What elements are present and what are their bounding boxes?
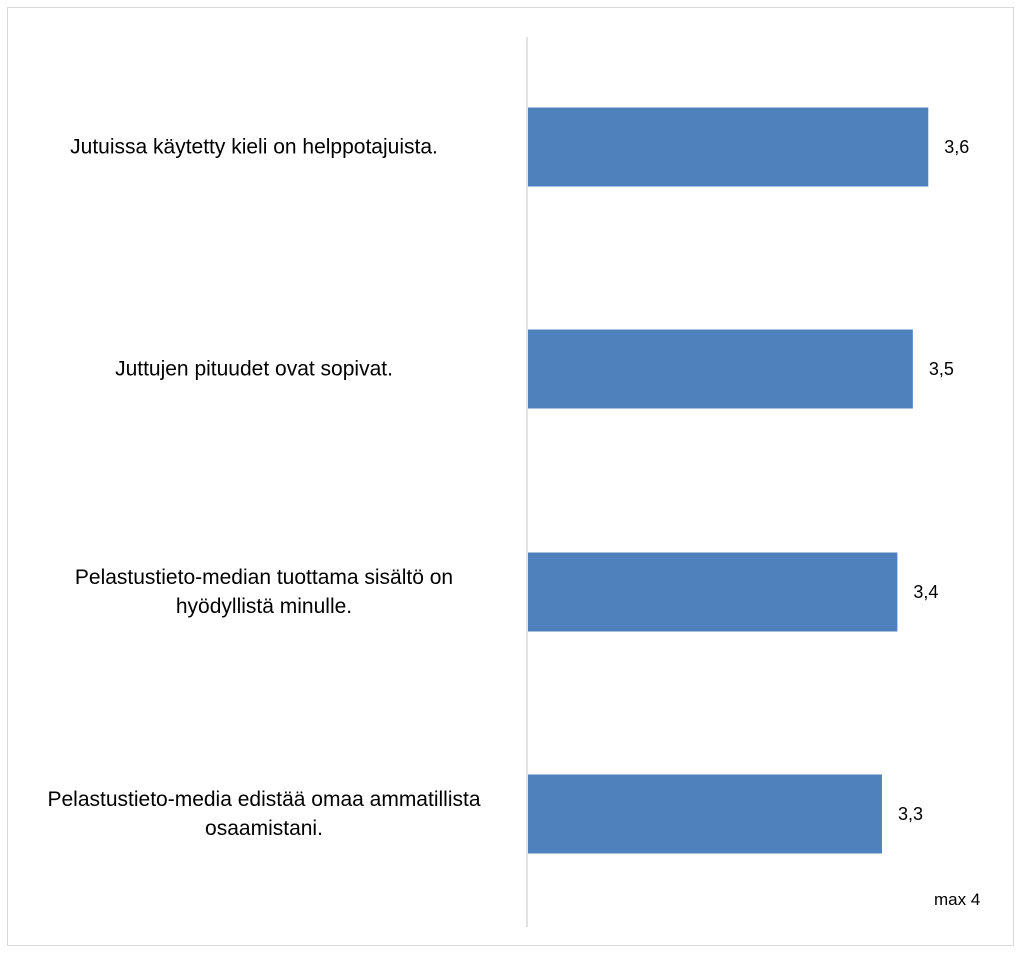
category-label: Juttujen pituudet ovat sopivat. bbox=[115, 357, 393, 381]
category-label: Pelastustieto-media edistää omaa ammatil… bbox=[47, 788, 481, 840]
category-label: Jutuissa käytetty kieli on helppotajuist… bbox=[70, 135, 438, 159]
bar bbox=[528, 774, 882, 854]
data-label: 3,3 bbox=[898, 804, 923, 824]
data-label: 3,4 bbox=[913, 582, 938, 602]
data-label: 3,6 bbox=[944, 137, 969, 157]
data-label: 3,5 bbox=[929, 359, 954, 379]
bar bbox=[528, 329, 913, 409]
bar bbox=[528, 107, 929, 187]
category-label: Pelastustieto-median tuottama sisältö on… bbox=[74, 566, 454, 618]
bar bbox=[528, 552, 898, 632]
max-annotation: max 4 bbox=[934, 890, 981, 909]
